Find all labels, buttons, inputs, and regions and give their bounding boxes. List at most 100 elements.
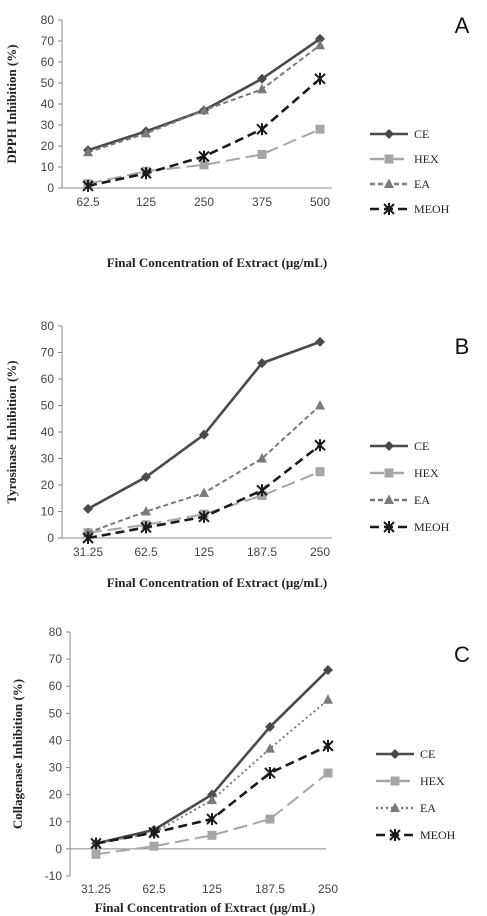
legend-label: CE (420, 747, 435, 761)
legend-label: HEX (414, 152, 439, 166)
data-point (198, 510, 210, 523)
legend-entry-meoh: MEOH (370, 202, 450, 216)
data-point (257, 83, 267, 94)
chart-panel-a: 0 10 20 30 40 50 60 70 80 62.5 125 250 375 500 Final C… (4, 13, 470, 270)
y-tick-label: 0 (47, 531, 54, 545)
legend-marker (390, 802, 400, 812)
y-axis-title: Tyrosinase Inhibition (%) (4, 360, 19, 503)
data-point (257, 149, 267, 159)
legend-marker (384, 494, 394, 504)
data-point (315, 33, 325, 44)
data-point (257, 358, 267, 369)
y-tick-label: 70 (49, 652, 63, 666)
chart-panel-b: 0 10 20 30 40 50 60 70 80 31.25 62.5 125 187.5 250 Fin… (4, 319, 469, 590)
series-hex (91, 768, 333, 859)
series-line (87, 470, 321, 534)
y-tick-label: 60 (41, 55, 55, 69)
x-tick-label: 500 (310, 195, 330, 209)
legend-marker (390, 776, 400, 786)
x-tick-label: 375 (252, 195, 272, 209)
data-point (207, 794, 217, 805)
legend-marker (384, 178, 394, 188)
data-point (199, 104, 209, 115)
data-point (199, 160, 209, 170)
legend-marker (383, 203, 395, 215)
data-point (199, 487, 209, 497)
x-tick-label: 31.25 (81, 882, 111, 896)
data-point (90, 837, 102, 850)
legend-label: MEOH (420, 828, 456, 842)
data-point (140, 521, 152, 534)
x-tick-label: 250 (310, 545, 330, 559)
data-point (199, 429, 209, 440)
y-tick-label: 10 (49, 815, 63, 829)
series-line (87, 340, 321, 510)
data-point (315, 400, 325, 410)
y-tick-label: 80 (41, 13, 55, 27)
data-point (314, 72, 326, 85)
legend-marker (390, 749, 400, 759)
x-tick-label: 62.5 (76, 195, 100, 209)
y-tick-label: 70 (41, 346, 55, 360)
data-point (256, 123, 268, 136)
y-tick-label: -10 (45, 869, 63, 883)
x-tick-label: 250 (318, 882, 338, 896)
legend-marker (384, 129, 394, 139)
series-line (95, 772, 329, 856)
data-point (314, 439, 326, 452)
data-point (315, 467, 325, 477)
data-point (256, 484, 268, 497)
data-point (141, 472, 151, 483)
legend-entry-ea: EA (376, 801, 436, 815)
y-axis-title: Collagenase Inhibition (%) (10, 679, 25, 829)
data-point (323, 768, 333, 778)
data-point (83, 503, 93, 514)
y-tick-label: 40 (41, 425, 55, 439)
y-tick-label: 50 (41, 76, 55, 90)
legend-entry-ce: CE (370, 127, 429, 141)
series-meoh (82, 439, 326, 544)
series-meoh (82, 72, 326, 192)
y-tick-label: 0 (47, 181, 54, 195)
data-point (141, 127, 151, 138)
x-tick-label: 125 (202, 882, 222, 896)
y-tick-label: 30 (41, 452, 55, 466)
x-tick-label: 187.5 (255, 882, 285, 896)
panel-letter: C (454, 642, 470, 667)
data-point (141, 506, 151, 516)
legend-entry-ea: EA (370, 493, 430, 507)
x-tick-label: 125 (136, 195, 156, 209)
x-axis-title: Final Concentration of Extract (µg/mL) (107, 255, 328, 270)
y-tick-label: 80 (41, 319, 55, 333)
legend-entry-hex: HEX (370, 152, 439, 166)
y-axis-title: DPPH Inhibition (%) (4, 44, 19, 163)
y-tick-label: 0 (55, 842, 62, 856)
series-line (87, 37, 321, 152)
series-ce (83, 336, 325, 514)
y-tick-label: 10 (41, 160, 55, 174)
y-tick-label: 20 (41, 139, 55, 153)
legend-label: EA (414, 177, 430, 191)
series-line (87, 77, 321, 188)
data-point (315, 336, 325, 347)
legend-entry-meoh: MEOH (376, 828, 456, 842)
legend-label: HEX (414, 466, 439, 480)
series-ea (83, 400, 325, 537)
data-point (323, 664, 333, 675)
x-tick-label: 31.25 (73, 545, 103, 559)
y-tick-label: 50 (49, 706, 63, 720)
y-tick-label: 40 (49, 733, 63, 747)
panel-letter: B (455, 334, 470, 359)
y-tick-label: 80 (49, 625, 63, 639)
legend-marker (389, 829, 401, 841)
series-hex (83, 467, 325, 538)
data-point (265, 814, 275, 824)
data-point (257, 73, 267, 84)
x-tick-label: 62.5 (142, 882, 166, 896)
data-point (322, 739, 334, 752)
legend-label: EA (420, 801, 436, 815)
legend-marker (383, 521, 395, 533)
legend-marker (384, 468, 394, 478)
data-point (265, 721, 275, 732)
